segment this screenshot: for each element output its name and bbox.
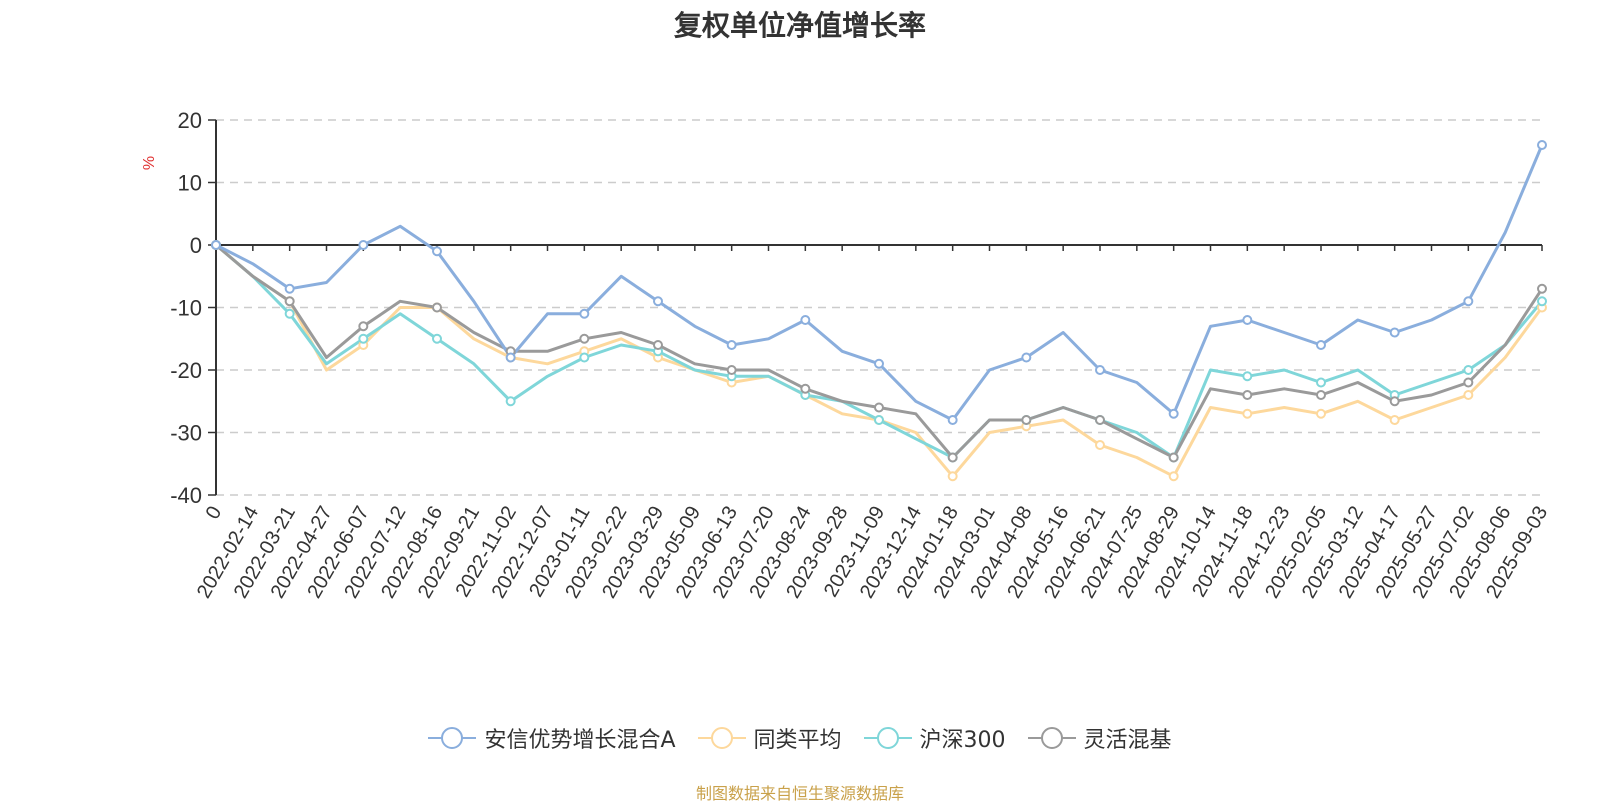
data-point [1242,408,1253,419]
chart-legend: 安信优势增长混合A 同类平均 沪深300 灵活混基 [0,722,1600,754]
data-point [1389,415,1400,425]
data-point [505,396,516,407]
legend-marker-icon [863,727,912,749]
data-point [284,308,295,319]
data-point [653,296,663,307]
data-point [947,415,958,425]
data-point [1463,390,1474,400]
data-point [1316,408,1326,419]
data-point [1316,390,1326,400]
legend-marker-icon [1027,727,1076,749]
data-point [1021,352,1032,363]
legend-label: 灵活混基 [1083,728,1172,753]
data-point [579,308,590,319]
series-line [215,144,1544,422]
data-point [1316,340,1326,350]
data-point [1095,415,1105,425]
data-point [1095,365,1105,375]
data-point [1463,296,1474,307]
data-point [1389,396,1400,407]
data-point [874,402,884,413]
data-point [284,283,295,294]
series-line [215,243,1544,459]
data-point [1168,452,1179,463]
legend-label: 同类平均 [753,728,842,753]
data-point [505,352,516,363]
line-chart: 20100-10-20-30-4002022-02-142022-03-2120… [141,108,1552,602]
legend-item[interactable]: 沪深300 [863,722,1006,754]
y-tick-label: -40 [170,483,202,508]
legend-label: 安信优势增长混合A [484,728,676,753]
legend-label: 沪深300 [919,728,1006,753]
x-tick-label: 0 [202,503,227,524]
data-point [874,415,884,425]
data-point [432,333,442,344]
grid-lines [216,119,1542,496]
data-point [1242,371,1253,382]
data-point [947,471,958,482]
data-point [1168,408,1179,419]
data-point [947,452,958,463]
data-point [1537,140,1547,150]
data-point [653,340,663,350]
data-point [1316,377,1326,388]
legend-marker-icon [428,727,477,749]
data-point [1168,471,1179,482]
y-tick-label: 20 [178,108,202,133]
data-point [1537,283,1547,294]
data-point [1242,390,1253,400]
data-point [579,333,590,344]
data-point [284,296,295,307]
legend-item[interactable]: 安信优势增长混合A [428,722,676,754]
data-point [726,340,737,350]
series-lines [215,144,1544,478]
data-point [1242,315,1253,325]
data-point [1463,377,1474,388]
data-point [1095,440,1105,450]
legend-marker-icon [697,727,746,749]
data-point [874,358,884,369]
y-tick-label: -30 [170,421,202,446]
chart-title: 复权单位净值增长率 [673,9,926,42]
data-point [432,246,442,257]
data-point [1537,296,1547,307]
series-line [215,243,1544,459]
data-point [726,365,737,375]
y-tick-label: -20 [170,358,202,383]
data-point [432,302,442,313]
data-point [800,315,811,325]
data-point [1389,327,1400,338]
data-point [358,240,369,250]
data-point [579,352,590,363]
data-point [358,321,369,332]
y-tick-label: 0 [190,233,202,258]
legend-item[interactable]: 同类平均 [697,722,842,754]
series-markers [211,140,1547,482]
data-point [1021,415,1032,425]
legend-item[interactable]: 灵活混基 [1027,722,1172,754]
source-note: 制图数据来自恒生聚源数据库 [695,784,904,803]
data-point [800,383,811,394]
data-point [211,240,221,250]
y-tick-label: 10 [178,171,202,196]
y-axis-label: % [141,156,158,170]
data-point [1463,365,1474,375]
y-tick-label: -10 [170,296,202,321]
data-point [358,333,369,344]
